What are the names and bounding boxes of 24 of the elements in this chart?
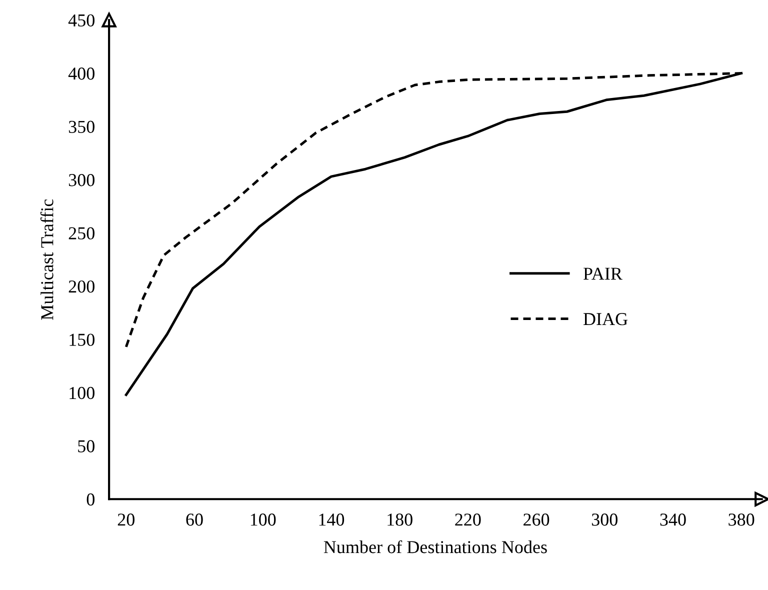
y-tick-label: 100 bbox=[70, 386, 94, 400]
x-tick-label: 220 bbox=[455, 514, 481, 526]
x-tick-label: 300 bbox=[592, 514, 618, 526]
y-tick-label: 250 bbox=[68, 227, 94, 240]
legend-label: PAIR bbox=[583, 268, 622, 280]
x-tick-label: 180 bbox=[388, 514, 412, 526]
x-tick-label: 20 bbox=[118, 514, 134, 526]
x-tick-label: 60 bbox=[186, 514, 203, 526]
legend-label: DIAG bbox=[583, 313, 628, 326]
y-tick-label: 50 bbox=[78, 440, 94, 452]
y-axis-title: Multicast Traffic bbox=[40, 199, 54, 320]
x-tick-label: 340 bbox=[660, 514, 686, 526]
y-tick-label: 400 bbox=[68, 68, 94, 80]
y-tick-label: 150 bbox=[70, 334, 94, 346]
y-tick-label: 450 bbox=[68, 14, 94, 26]
y-tick-label: 300 bbox=[68, 174, 94, 186]
x-axis-title: Number of Destinations Nodes bbox=[324, 540, 547, 554]
x-tick-label: 380 bbox=[728, 514, 754, 526]
y-tick-label: 200 bbox=[68, 280, 94, 293]
x-tick-label: 260 bbox=[524, 514, 550, 526]
x-tick-label: 140 bbox=[319, 514, 344, 526]
x-tick-label: 100 bbox=[250, 514, 276, 526]
y-tick-label: 0 bbox=[86, 493, 94, 506]
y-tick-label: 350 bbox=[68, 120, 94, 133]
